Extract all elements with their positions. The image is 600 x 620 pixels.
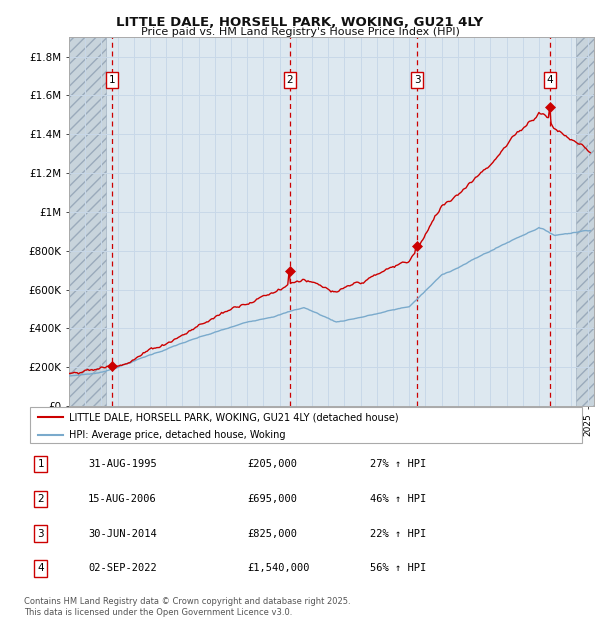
Text: Contains HM Land Registry data © Crown copyright and database right 2025.
This d: Contains HM Land Registry data © Crown c… — [24, 598, 350, 617]
Text: 2: 2 — [286, 75, 293, 85]
Text: 22% ↑ HPI: 22% ↑ HPI — [370, 529, 426, 539]
Text: HPI: Average price, detached house, Woking: HPI: Average price, detached house, Woki… — [68, 430, 285, 440]
Text: LITTLE DALE, HORSELL PARK, WOKING, GU21 4LY (detached house): LITTLE DALE, HORSELL PARK, WOKING, GU21 … — [68, 412, 398, 422]
Text: £205,000: £205,000 — [247, 459, 297, 469]
Text: 31-AUG-1995: 31-AUG-1995 — [88, 459, 157, 469]
Text: Price paid vs. HM Land Registry's House Price Index (HPI): Price paid vs. HM Land Registry's House … — [140, 27, 460, 37]
Text: 56% ↑ HPI: 56% ↑ HPI — [370, 564, 426, 574]
Text: 46% ↑ HPI: 46% ↑ HPI — [370, 494, 426, 503]
FancyBboxPatch shape — [30, 407, 582, 443]
Bar — [576, 37, 594, 406]
Text: £825,000: £825,000 — [247, 529, 297, 539]
Text: 2: 2 — [37, 494, 44, 503]
Text: 1: 1 — [37, 459, 44, 469]
Text: LITTLE DALE, HORSELL PARK, WOKING, GU21 4LY: LITTLE DALE, HORSELL PARK, WOKING, GU21 … — [116, 16, 484, 29]
Text: 02-SEP-2022: 02-SEP-2022 — [88, 564, 157, 574]
Bar — [69, 37, 106, 406]
Text: 27% ↑ HPI: 27% ↑ HPI — [370, 459, 426, 469]
Text: 15-AUG-2006: 15-AUG-2006 — [88, 494, 157, 503]
Text: 30-JUN-2014: 30-JUN-2014 — [88, 529, 157, 539]
Text: £695,000: £695,000 — [247, 494, 297, 503]
Text: 4: 4 — [547, 75, 553, 85]
Text: 1: 1 — [109, 75, 115, 85]
Text: 4: 4 — [37, 564, 44, 574]
Text: £1,540,000: £1,540,000 — [247, 564, 310, 574]
Text: 3: 3 — [37, 529, 44, 539]
Text: 3: 3 — [414, 75, 421, 85]
